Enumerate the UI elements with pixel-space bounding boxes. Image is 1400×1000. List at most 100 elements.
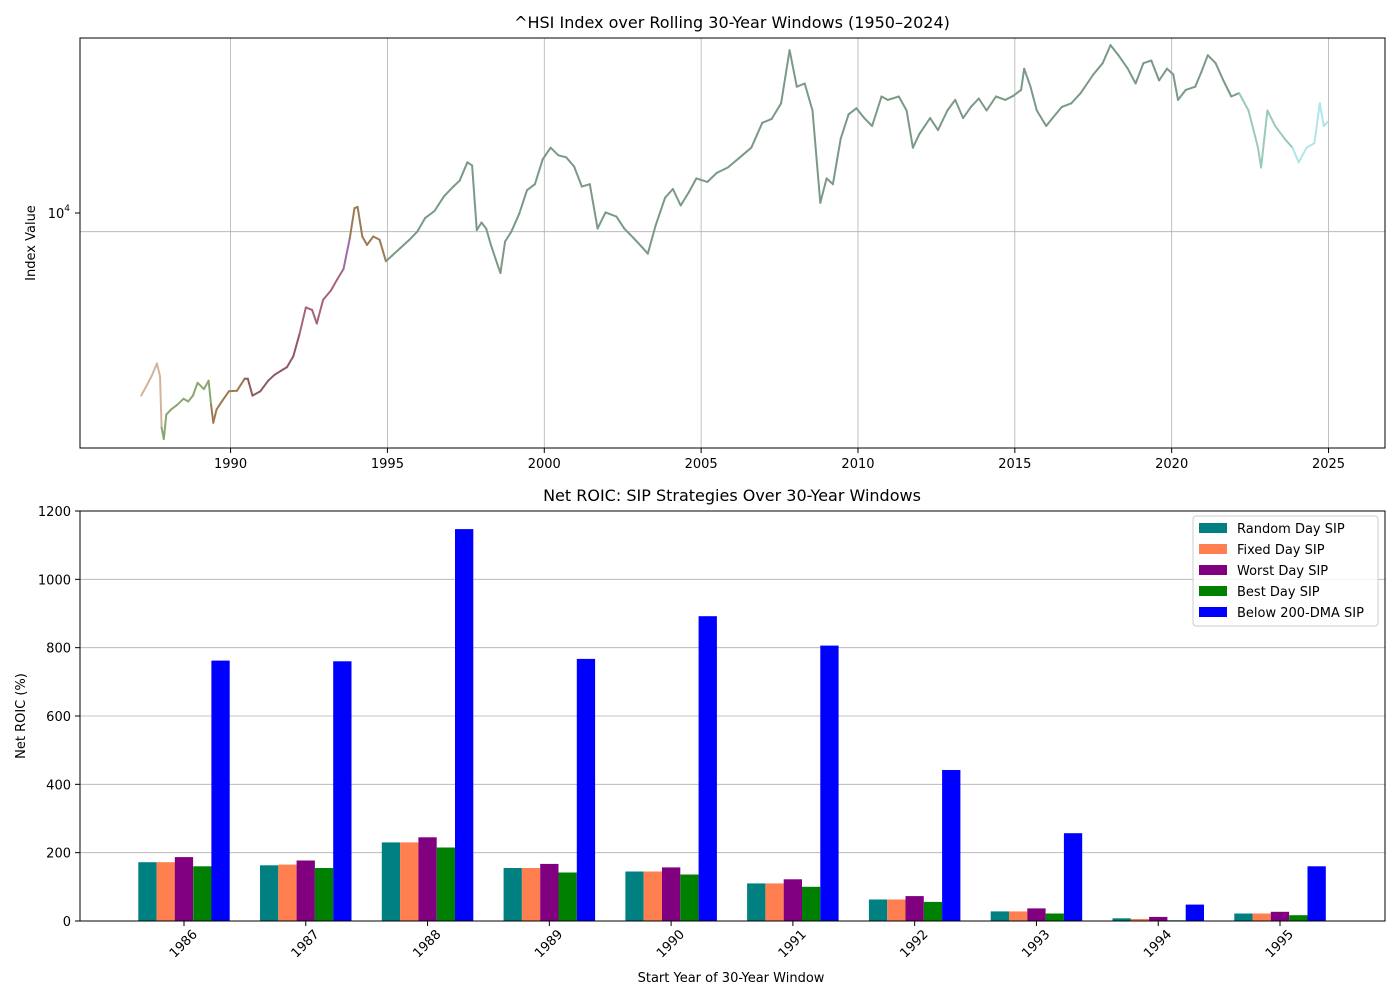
index-line-segment xyxy=(1297,146,1308,164)
index-line-segment xyxy=(623,227,635,240)
index-line-segment xyxy=(596,211,607,230)
bar-worst-day-sip1991 xyxy=(783,879,802,921)
index-line-segment xyxy=(518,189,528,215)
bar-random-day-sip1988 xyxy=(381,842,401,921)
y-tick-label: 400 xyxy=(46,778,71,793)
bar-fixed-day-sip1987 xyxy=(278,864,297,921)
bar-best-day-sip1993 xyxy=(1045,913,1064,921)
index-line-segment xyxy=(995,95,1007,101)
bar-best-day-sip1991 xyxy=(802,886,821,921)
legend-swatch xyxy=(1199,586,1227,596)
x-tick-label: 2010 xyxy=(841,457,874,472)
y-tick-label: 200 xyxy=(46,847,71,862)
index-line-segment xyxy=(803,82,814,112)
index-line-segment xyxy=(1101,44,1112,65)
y-tick-label: 0 xyxy=(63,915,71,930)
x-tick-label: 1994 xyxy=(1141,927,1175,961)
legend-label: Fixed Day SIP xyxy=(1237,543,1325,558)
bar-random-day-sip1993 xyxy=(990,911,1009,921)
bar-below-200-dma-sip1990 xyxy=(698,616,717,921)
bar-random-day-sip1989 xyxy=(503,868,522,921)
index-line-segment xyxy=(565,156,576,168)
index-line-segment xyxy=(1029,85,1038,112)
index-line-segment xyxy=(1092,62,1104,76)
bar-below-200-dma-sip1995 xyxy=(1307,866,1326,921)
index-line-segment xyxy=(322,289,332,301)
bar-chart-bars xyxy=(138,529,1326,921)
index-line-segment xyxy=(442,185,455,198)
index-line-segment xyxy=(356,205,364,238)
bar-fixed-day-sip1995 xyxy=(1252,913,1271,921)
index-line-segment xyxy=(918,117,932,136)
bar-fixed-day-sip1991 xyxy=(765,883,784,921)
index-line-segment xyxy=(780,49,791,105)
index-line-segment xyxy=(671,188,682,207)
index-line-segment xyxy=(847,107,858,116)
bar-fixed-day-sip1989 xyxy=(521,868,541,921)
index-line-segment xyxy=(715,166,729,174)
index-line-segment xyxy=(573,165,583,188)
index-line-segment xyxy=(969,97,980,108)
bar-chart-title: Net ROIC: SIP Strategies Over 30-Year Wi… xyxy=(543,486,921,505)
index-line-segment xyxy=(259,379,270,393)
index-line-segment xyxy=(330,278,339,292)
index-line-segment xyxy=(458,161,469,182)
index-line-segment xyxy=(640,245,649,255)
index-line-segment xyxy=(246,377,254,397)
index-line-segment xyxy=(159,375,163,429)
index-line-segment xyxy=(737,146,753,160)
index-line-segment xyxy=(391,247,401,257)
bar-worst-day-sip1988 xyxy=(418,837,437,921)
bar-worst-day-sip1994 xyxy=(1149,916,1168,921)
bar-fixed-day-sip1988 xyxy=(400,842,419,921)
index-line-segment xyxy=(452,179,461,188)
index-line-segment xyxy=(1194,70,1203,88)
index-line-segment xyxy=(1266,109,1277,127)
index-line-segment xyxy=(1158,67,1168,82)
index-line-segment xyxy=(1142,59,1153,65)
index-line-segment xyxy=(191,381,199,397)
index-line-segment xyxy=(1070,92,1082,105)
index-line-segment xyxy=(726,157,740,169)
index-line-segment xyxy=(480,221,488,230)
x-tick-label: 1990 xyxy=(654,927,688,961)
index-line-segment xyxy=(298,306,307,335)
index-line-segment xyxy=(654,196,667,227)
x-tick-label: 1988 xyxy=(410,927,444,961)
index-line-segment xyxy=(251,390,262,397)
index-line-segment xyxy=(1177,88,1187,101)
index-line-segment xyxy=(292,332,301,358)
index-line-segment xyxy=(1184,85,1197,91)
y-tick-label: 1000 xyxy=(38,573,71,588)
bar-random-day-sip1995 xyxy=(1234,913,1253,921)
line-chart-grid xyxy=(80,38,1385,448)
index-line-segment xyxy=(985,95,997,112)
index-line-segment xyxy=(424,210,436,220)
x-tick-label: 1991 xyxy=(776,927,810,961)
index-line-segment xyxy=(549,146,560,157)
index-line-segment xyxy=(416,217,427,233)
bar-worst-day-sip1993 xyxy=(1027,908,1046,921)
bar-best-day-sip1989 xyxy=(558,872,577,921)
bar-below-200-dma-sip1991 xyxy=(820,645,839,921)
index-line-segment xyxy=(1322,121,1329,127)
index-line-segment xyxy=(954,98,965,120)
index-line-segment xyxy=(541,146,552,161)
y-tick-label: 600 xyxy=(46,710,71,725)
bar-chart-x-ticks: 1986 1987 1988 1989 1990 1991 1992 1993 1994 1995 xyxy=(167,921,1297,961)
line-chart-title: ^HSI Index over Rolling 30-Year Windows … xyxy=(514,13,950,32)
index-line-segment xyxy=(871,95,883,127)
index-line-segment xyxy=(831,137,842,186)
x-tick-label: 1995 xyxy=(1263,927,1297,961)
index-line-segment xyxy=(155,362,161,377)
bar-best-day-sip1987 xyxy=(314,868,334,921)
x-tick-label: 2020 xyxy=(1155,457,1188,472)
index-line-segment xyxy=(510,212,521,233)
index-line-segment xyxy=(1020,67,1026,91)
index-line-segment xyxy=(1045,117,1054,127)
x-tick-label: 1987 xyxy=(289,927,323,961)
legend-label: Random Day SIP xyxy=(1237,522,1345,537)
legend-swatch xyxy=(1199,544,1227,554)
index-line-segment xyxy=(378,238,387,263)
